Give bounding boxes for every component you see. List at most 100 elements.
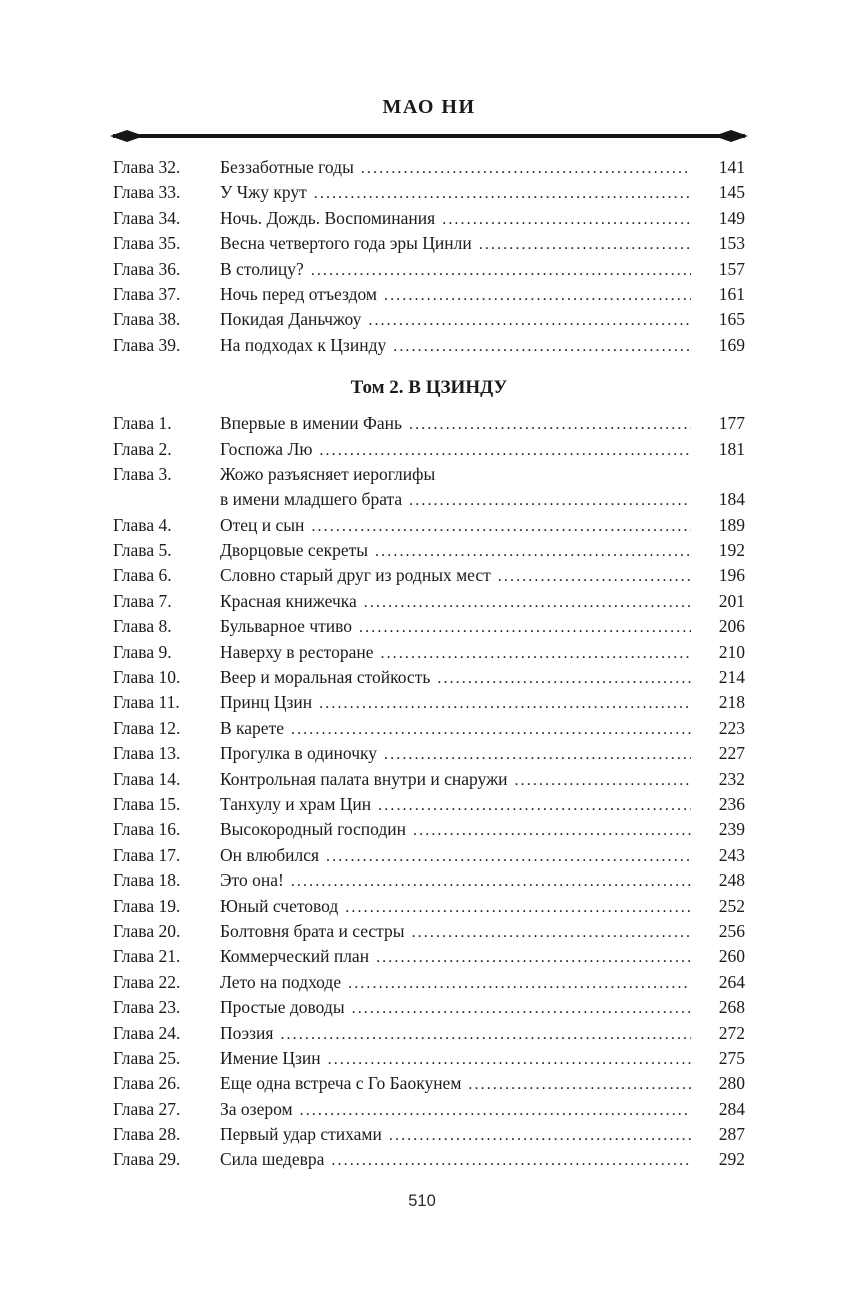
page-reference: 264: [718, 971, 745, 992]
toc-entry: Глава 12. В карете 223: [113, 716, 745, 741]
chapter-title: Имение Цзин: [220, 1047, 321, 1068]
toc-entry: Глава 10. Веер и моральная стойкость 214: [113, 665, 745, 690]
dot-leader: [280, 1021, 691, 1047]
dot-leader: [311, 257, 691, 283]
chapter-title: Лето на подходе: [220, 971, 342, 992]
chapter-label: Глава 9.: [113, 641, 172, 662]
chapter-label: Глава 39.: [113, 334, 181, 355]
toc-entry: Глава 21. Коммерческий план 260: [113, 944, 745, 969]
dot-leader: [361, 155, 691, 181]
page-reference: 223: [718, 717, 745, 738]
chapter-label: Глава 27.: [113, 1098, 181, 1119]
chapter-label: Глава 8.: [113, 616, 172, 637]
chapter-title: Он влюбился: [220, 844, 320, 865]
dot-leader: [314, 180, 691, 206]
page-reference: 280: [718, 1073, 745, 1094]
chapter-title: Весна четвертого года эры Цинли: [220, 233, 472, 254]
chapter-label: Глава 12.: [113, 717, 181, 738]
dot-leader: [326, 843, 691, 869]
page-reference: 165: [718, 309, 745, 330]
page-reference: 272: [718, 1022, 745, 1043]
dot-leader: [291, 716, 691, 742]
chapter-title: в имени младшего брата: [220, 489, 403, 510]
chapter-title: Высокородный господин: [220, 819, 407, 840]
chapter-label: Глава 5.: [113, 540, 172, 561]
toc-entry: Глава 32. Беззаботные годы 141: [113, 155, 745, 180]
dot-leader: [442, 206, 691, 232]
page-reference: 169: [718, 334, 745, 355]
chapter-title: На подходах к Цзинду: [220, 334, 387, 355]
toc-entry: Глава 24. Поэзия 272: [113, 1021, 745, 1046]
section-heading: Том 2. В ЦЗИНДУ: [350, 377, 508, 399]
toc-entry: Глава 11. Принц Цзин 218: [113, 690, 745, 715]
dot-leader: [328, 1046, 691, 1072]
toc-entry: Глава 3. Жожо разъясняет иероглифы: [113, 462, 745, 487]
page-reference: 227: [718, 743, 745, 764]
chapter-title: Госпожа Лю: [220, 438, 313, 459]
page-reference: 153: [718, 233, 745, 254]
dot-leader: [437, 665, 691, 691]
chapter-label: Глава 16.: [113, 819, 181, 840]
dot-leader: [412, 919, 691, 945]
toc-entry: Глава 22. Лето на подходе 264: [113, 970, 745, 995]
chapter-title: Принц Цзин: [220, 692, 313, 713]
chapter-label: Глава 17.: [113, 844, 181, 865]
page-reference: 177: [718, 413, 745, 434]
page-reference: 243: [718, 844, 745, 865]
page-reference: 149: [718, 207, 745, 228]
dot-leader: [378, 792, 691, 818]
chapter-label: Глава 11.: [113, 692, 180, 713]
chapter-title: Словно старый друг из родных мест: [220, 565, 491, 586]
chapter-title: Прогулка в одиночку: [220, 743, 378, 764]
chapter-title: В карете: [220, 717, 284, 738]
chapter-label: Глава 21.: [113, 946, 181, 967]
dot-leader: [359, 614, 691, 640]
dot-leader: [319, 437, 691, 463]
toc-entry: Глава 25. Имение Цзин 275: [113, 1046, 745, 1071]
chapter-label: Глава 32.: [113, 157, 181, 177]
chapter-label: Глава 35.: [113, 233, 181, 254]
page-reference: 232: [718, 768, 745, 789]
dot-leader: [380, 640, 691, 666]
toc-entry: Глава 6. Словно старый друг из родных мес…: [113, 563, 745, 588]
page-reference: 161: [718, 283, 745, 304]
page-reference: 214: [718, 667, 745, 688]
dot-leader: [409, 411, 691, 437]
chapter-label: Глава 2.: [113, 438, 172, 459]
toc-entry: Глава 26. Еще одна встреча с Го Баокунем 2…: [113, 1071, 745, 1096]
toc-entry: Глава 34. Ночь. Дождь. Воспоминания 149: [113, 206, 745, 231]
chapter-title: Дворцовые секреты: [220, 540, 369, 561]
chapter-title: Контрольная палата внутри и снаружи: [220, 768, 508, 789]
chapter-label: Глава 33.: [113, 182, 181, 203]
chapter-label: Глава 38.: [113, 309, 181, 330]
chapter-title: Сила шедевра: [220, 1149, 325, 1170]
chapter-label: Глава 22.: [113, 971, 181, 992]
chapter-title: Простые доводы: [220, 997, 345, 1018]
chapter-label: Глава 37.: [113, 283, 181, 304]
chapter-title: Юный счетовод: [220, 895, 339, 916]
dot-leader: [311, 513, 691, 539]
dot-leader: [515, 767, 691, 793]
dot-leader: [409, 487, 691, 513]
toc-entry: Глава 13. Прогулка в одиночку 227: [113, 741, 745, 766]
chapter-label: Глава 7.: [113, 590, 172, 611]
toc-entry: Глава 1. Впервые в имении Фань 177: [113, 411, 745, 436]
chapter-title: У Чжу крут: [220, 182, 307, 203]
chapter-title: Первый удар стихами: [220, 1124, 382, 1145]
chapter-label: Глава 14.: [113, 768, 181, 789]
toc-entry: Глава 29. Сила шедевра 292: [113, 1147, 745, 1172]
page-reference: 196: [718, 565, 745, 586]
toc-entry: Глава 37. Ночь перед отъездом 161: [113, 282, 745, 307]
table-of-contents: Глава 32. Беззаботные годы 141 Глава 33. У Ч…: [113, 155, 745, 1173]
dot-leader: [300, 1097, 691, 1123]
chapter-title: Наверху в ресторане: [220, 641, 374, 662]
toc-entry: Глава 4. Отец и сын 189: [113, 513, 745, 538]
toc-entry: Глава 20. Болтовня брата и сестры 256: [113, 919, 745, 944]
page-reference: 189: [718, 514, 745, 535]
chapter-title: Танхулу и храм Цин: [220, 793, 372, 814]
page-reference: 157: [718, 258, 745, 279]
toc-entry: Глава 38. Покидая Даньчжоу 165: [113, 307, 745, 332]
toc-entry: Глава 15. Танхулу и храм Цин 236: [113, 792, 745, 817]
toc-entry: Глава 23. Простые доводы 268: [113, 995, 745, 1020]
